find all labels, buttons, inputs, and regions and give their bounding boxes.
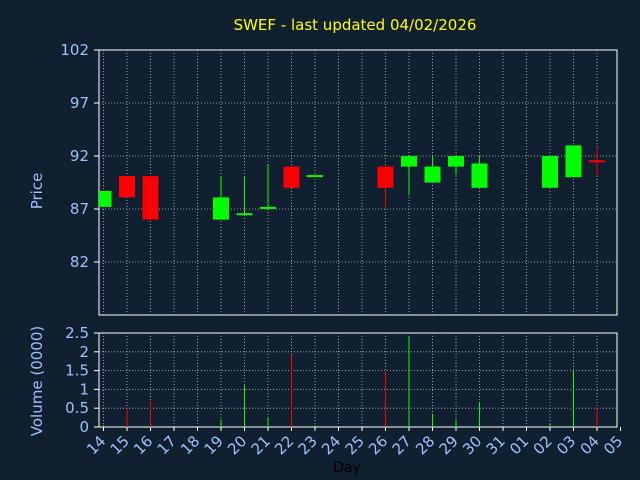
candle-body (377, 166, 394, 188)
volume-tick-label: 0.5 (65, 399, 89, 417)
volume-tick-label: 1.5 (65, 362, 89, 380)
candle-body (260, 206, 276, 209)
candle-body (471, 163, 488, 188)
volume-tick-label: 2 (79, 343, 89, 361)
candle-body (236, 213, 253, 216)
candle-body (589, 160, 605, 163)
candle-body (424, 166, 441, 183)
candle-body (542, 156, 558, 188)
candle-body (99, 190, 112, 207)
price-tick-label: 87 (70, 200, 89, 218)
chart-title: SWEF - last updated 04/02/2026 (234, 16, 477, 34)
volume-panel: 00.511.522.5 (65, 324, 618, 436)
candle-body (213, 197, 229, 220)
price-tick-label: 97 (70, 94, 89, 112)
price-axis-label: Price (28, 173, 46, 210)
candle-body (448, 156, 464, 167)
candle-body (142, 176, 159, 220)
volume-axis-label: Volume (0000) (28, 326, 46, 436)
price-tick-label: 82 (70, 253, 89, 271)
price-tick-label: 102 (60, 41, 89, 59)
candle-body (283, 166, 300, 188)
price-tick-label: 92 (70, 147, 89, 165)
candle-body (119, 176, 135, 198)
x-axis-label: Day (333, 460, 361, 476)
candle-body (565, 145, 582, 178)
volume-tick-label: 2.5 (65, 324, 89, 342)
volume-plot-area (98, 332, 618, 428)
volume-tick-label: 0 (79, 418, 89, 436)
price-panel: 82 87 92 97 102 (60, 41, 618, 316)
volume-tick-label: 1 (79, 380, 89, 398)
candle-body (401, 156, 417, 167)
candle-body (307, 175, 323, 178)
price-plot-area (98, 49, 618, 316)
